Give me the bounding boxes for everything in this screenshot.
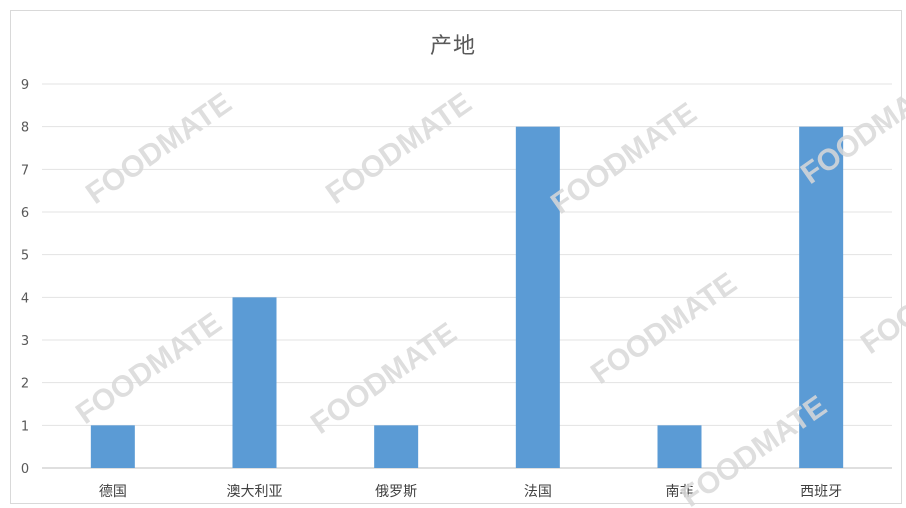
y-axis-ticks: 0 1 2 3 4 5 6 7 8 9 <box>21 78 29 477</box>
watermark-text: FOODMATE <box>305 317 463 441</box>
watermark-layer: FOODMATE FOODMATE FOODMATE FOODMATE FOODMATE… <box>70 67 906 508</box>
y-tick-label: 9 <box>21 78 29 93</box>
bar <box>232 297 277 468</box>
y-tick-label: 3 <box>21 334 29 349</box>
bar <box>90 425 135 468</box>
y-tick-label: 4 <box>21 291 29 306</box>
bars <box>90 126 844 469</box>
watermark-text: FOODMATE <box>545 97 703 221</box>
bar <box>657 425 702 468</box>
bar <box>799 126 844 469</box>
y-tick-label: 7 <box>21 163 29 178</box>
x-category-label: 法国 <box>524 484 552 500</box>
x-category-label: 德国 <box>99 484 127 500</box>
y-tick-label: 1 <box>21 419 29 434</box>
y-tick-label: 8 <box>21 121 29 136</box>
watermark-text: FOODMATE <box>70 307 228 431</box>
y-tick-label: 5 <box>21 249 29 264</box>
chart-frame <box>10 10 902 504</box>
watermark-text: FOODMATE <box>80 87 238 211</box>
watermark-text: FOODMATE <box>320 87 478 211</box>
y-tick-label: 6 <box>21 206 29 221</box>
x-axis-categories: 德国 澳大利亚 俄罗斯 法国 南非 西班牙 <box>99 484 842 500</box>
watermark-text: FOODMATE <box>585 267 743 391</box>
y-tick-label: 0 <box>21 462 29 477</box>
y-tick-label: 2 <box>21 377 29 392</box>
x-category-label: 西班牙 <box>800 484 842 500</box>
x-category-label: 南非 <box>666 484 694 500</box>
gridlines <box>42 83 892 469</box>
x-category-label: 俄罗斯 <box>375 484 417 500</box>
bar <box>515 126 560 469</box>
x-category-label: 澳大利亚 <box>227 484 283 500</box>
chart-title: 产地 <box>429 34 476 59</box>
bar <box>374 425 419 468</box>
